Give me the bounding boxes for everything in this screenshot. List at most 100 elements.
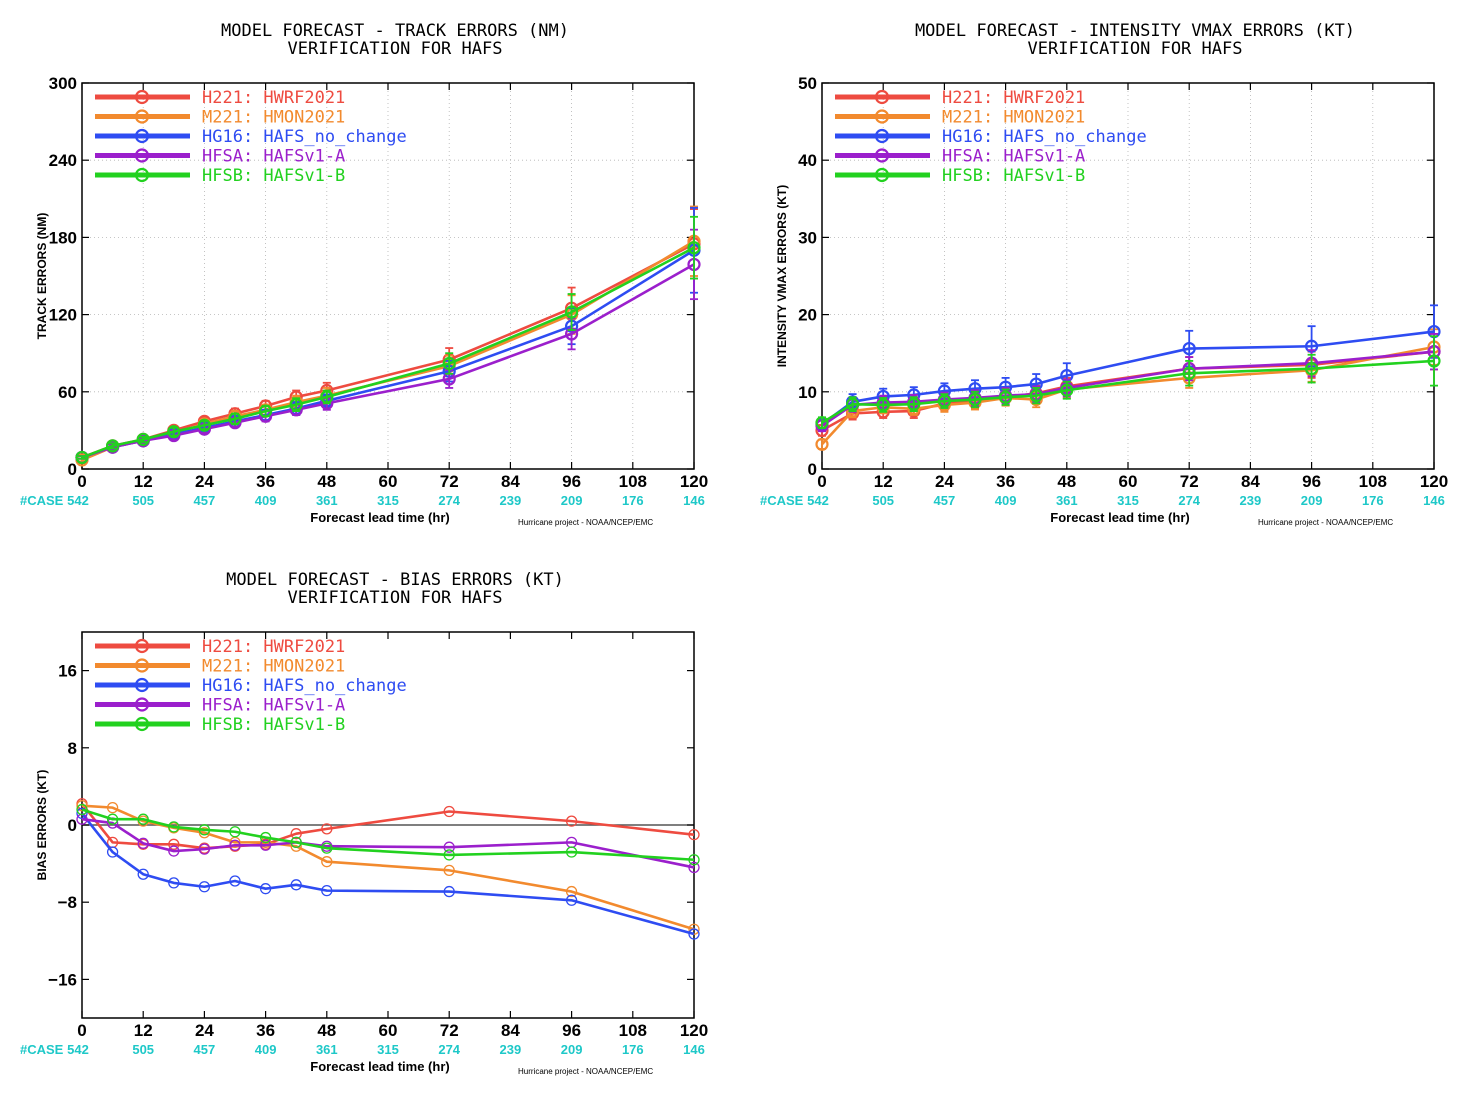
- x-tick-label: 120: [1420, 472, 1448, 491]
- case-count: 315: [1117, 493, 1139, 508]
- data-point: [321, 842, 333, 854]
- case-count: 176: [622, 1042, 644, 1057]
- data-point: [688, 861, 700, 874]
- data-point: [565, 894, 578, 906]
- data-point: [168, 877, 180, 889]
- x-tick-label: 96: [562, 1021, 581, 1040]
- case-count: 274: [1178, 493, 1200, 508]
- legend-label: HG16: HAFS_no_change: [202, 127, 407, 147]
- data-point: [1427, 354, 1441, 368]
- data-point: [76, 807, 88, 820]
- case-count: 457: [934, 493, 956, 508]
- legend-label: HG16: HAFS_no_change: [942, 127, 1147, 147]
- case-count: 505: [872, 493, 894, 508]
- legend-marker: [874, 167, 890, 183]
- data-point: [443, 885, 455, 898]
- y-tick-label: 10: [798, 383, 817, 402]
- case-count: 239: [1240, 493, 1262, 508]
- legend-label: M221: HMON2021: [942, 108, 1085, 128]
- data-point: [998, 390, 1013, 404]
- x-tick-label: 96: [562, 472, 581, 491]
- case-count: 542: [67, 1042, 89, 1057]
- case-count: 239: [500, 493, 522, 508]
- case-row-label: #CASE: [760, 493, 804, 508]
- x-tick-label: 48: [1057, 472, 1076, 491]
- data-point: [290, 828, 302, 840]
- legend-label: H221: HWRF2021: [202, 88, 345, 108]
- series-line: [81, 817, 695, 869]
- y-tick-label: −8: [58, 893, 77, 912]
- x-tick-label: 120: [680, 1021, 708, 1040]
- series-HFSB: [815, 335, 1441, 430]
- data-point: [136, 432, 150, 447]
- chart-title: MODEL FORECAST - INTENSITY VMAX ERRORS (…: [915, 21, 1355, 41]
- x-tick-label: 48: [317, 472, 336, 491]
- legend-marker: [134, 638, 150, 654]
- data-point: [229, 826, 241, 838]
- series-HFSB: [75, 215, 701, 465]
- data-point: [259, 404, 273, 418]
- x-tick-label: 72: [1180, 472, 1199, 491]
- data-point: [442, 356, 456, 371]
- data-point: [1029, 389, 1043, 403]
- x-tick-label: 60: [1119, 472, 1138, 491]
- data-point: [168, 821, 180, 833]
- x-tick-label: 0: [77, 1021, 86, 1040]
- data-point: [443, 805, 455, 818]
- case-count: 146: [683, 1042, 705, 1057]
- data-point: [197, 418, 211, 432]
- series-HFSB: [76, 803, 700, 866]
- legend-label: HG16: HAFS_no_change: [202, 676, 407, 696]
- y-tick-label: 40: [798, 151, 817, 170]
- data-point: [688, 923, 700, 935]
- data-point: [229, 875, 241, 887]
- x-tick-label: 72: [440, 1021, 459, 1040]
- case-count: 146: [683, 493, 705, 508]
- x-tick-label: 24: [935, 472, 954, 491]
- data-point: [443, 864, 455, 877]
- data-point: [815, 416, 829, 430]
- data-point: [168, 845, 180, 857]
- case-row-label: #CASE: [20, 1042, 64, 1057]
- y-tick-label: 240: [49, 151, 77, 170]
- legend-label: HFSA: HAFSv1-A: [942, 147, 1085, 167]
- x-axis-label: Forecast lead time (hr): [1050, 510, 1189, 525]
- data-point: [565, 815, 578, 827]
- credit-text: Hurricane project - NOAA/NCEP/EMC: [518, 1067, 653, 1076]
- case-count: 361: [316, 1042, 338, 1057]
- legend-marker: [134, 658, 150, 673]
- data-point: [105, 439, 120, 453]
- data-point: [321, 884, 333, 897]
- chart-subtitle: VERIFICATION FOR HAFS: [288, 39, 503, 59]
- legend-label: HFSA: HAFSv1-A: [202, 696, 345, 716]
- legend-marker: [134, 697, 150, 712]
- case-count: 505: [132, 493, 154, 508]
- chart-panel-2: MODEL FORECAST - BIAS ERRORS (KT)VERIFIC…: [20, 570, 708, 1076]
- x-tick-label: 12: [874, 472, 893, 491]
- legend-marker: [134, 128, 150, 144]
- data-point: [876, 398, 890, 412]
- credit-text: Hurricane project - NOAA/NCEP/EMC: [518, 518, 653, 527]
- case-count: 315: [377, 493, 399, 508]
- x-tick-label: 72: [440, 472, 459, 491]
- data-point: [937, 394, 952, 408]
- data-point: [321, 856, 333, 868]
- credit-text: Hurricane project - NOAA/NCEP/EMC: [1258, 518, 1393, 527]
- y-tick-label: 0: [68, 816, 77, 835]
- data-point: [688, 928, 700, 940]
- data-point: [1304, 362, 1319, 376]
- data-point: [688, 854, 700, 866]
- case-count: 505: [132, 1042, 154, 1057]
- x-tick-label: 84: [501, 1021, 520, 1040]
- case-count: 409: [255, 493, 277, 508]
- case-count: 361: [316, 493, 338, 508]
- case-count: 239: [500, 1042, 522, 1057]
- y-tick-label: 0: [68, 460, 77, 479]
- case-count: 146: [1423, 493, 1445, 508]
- legend-label: H221: HWRF2021: [202, 637, 345, 657]
- case-count: 409: [995, 493, 1017, 508]
- data-point: [443, 841, 455, 853]
- data-point: [259, 831, 272, 844]
- x-tick-label: 36: [256, 1021, 275, 1040]
